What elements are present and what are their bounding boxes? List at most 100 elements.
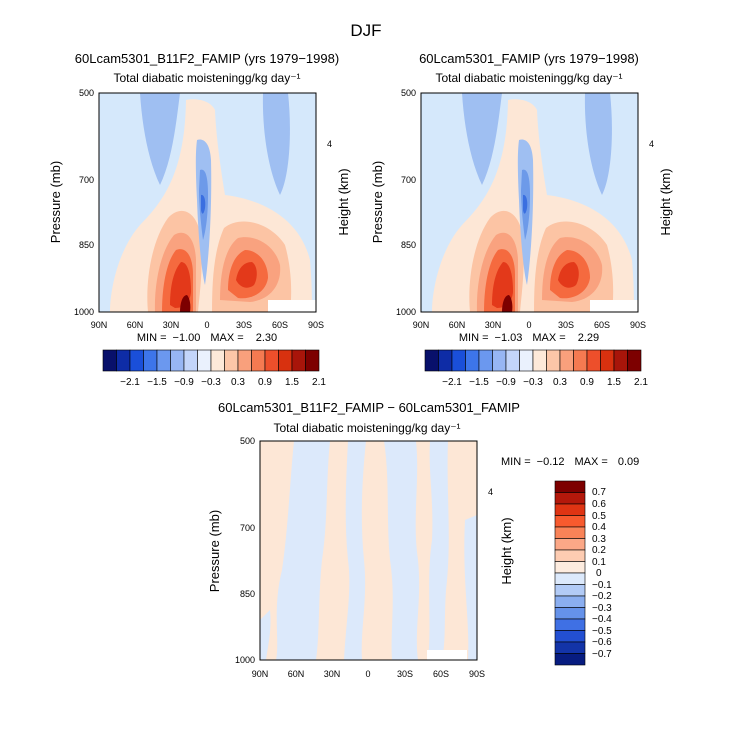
panel-3-subtitle: Total diabatic moisteningg/kg day⁻¹: [273, 421, 460, 435]
panel-3-y-tick: 700: [240, 523, 255, 533]
panel-1-colorbar-swatch: [170, 349, 185, 372]
panel-1-colorbar-swatch: [305, 349, 320, 372]
panel-3-x-tick: 0: [365, 669, 370, 679]
panel-2-colorbar-swatch: [519, 349, 534, 372]
panel-1-subtitle: Total diabatic moisteningg/kg day⁻¹: [113, 71, 300, 85]
panel-1-blue-patch-left: [140, 93, 180, 185]
panel-2-frame: [420, 92, 639, 313]
panel-1: 60Lcam5301_B11F2_FAMIP (yrs 1979−1998) T…: [48, 51, 351, 388]
panel-2-blue-patch-left: [462, 93, 502, 185]
panel-1-subtitle-text: Total diabatic moistening: [113, 71, 244, 85]
panel-3-x-ticks: 90N 60N 30N 0 30S 60S 90S: [252, 669, 485, 679]
panel-2-colorbar-label: −2.1: [442, 377, 462, 388]
panel-3-blue-band: [428, 441, 449, 660]
panel-1-colorbar: [102, 349, 320, 372]
panel-1-x-tick: 0: [204, 320, 209, 330]
panel-3-max-label: MAX =: [575, 456, 608, 468]
panel-2-x-tick: 60N: [449, 320, 466, 330]
panel-1-colorbar-labels: −2.1 −1.5 −0.9 −0.3 0.3 0.9 1.5 2.1: [120, 377, 326, 388]
panel-1-missing-data: [268, 300, 316, 312]
panel-3-colorbar-swatch: [554, 607, 586, 620]
panel-2-y-tick: 850: [401, 240, 416, 250]
panel-2-colorbar-labels: −2.1 −1.5 −0.9 −0.3 0.3 0.9 1.5 2.1: [442, 377, 648, 388]
panel-3-x-tick: 60N: [288, 669, 305, 679]
panel-3-colorbar-label: −0.5: [592, 626, 612, 637]
panel-3-missing-data: [427, 650, 467, 660]
panel-3-colorbar-label: 0.2: [592, 545, 606, 556]
panel-2-colorbar-label: −1.5: [469, 377, 489, 388]
panel-1-colorbar-label: 0.3: [231, 377, 245, 388]
panel-1-colorbar-swatch: [278, 349, 293, 372]
panel-3-field: [260, 441, 477, 660]
panel-2-x-tick: 90N: [413, 320, 430, 330]
panel-2-colorbar-swatch: [627, 349, 642, 372]
panel-3-blue-band: [276, 441, 330, 660]
panel-2-colorbar-swatch: [465, 349, 480, 372]
panel-2-subtitle: Total diabatic moisteningg/kg day⁻¹: [435, 71, 622, 85]
panel-3-colorbar-label: 0.7: [592, 487, 606, 498]
panel-2-colorbar-label: 1.5: [607, 377, 621, 388]
panel-3-colorbar-label: 0.5: [592, 511, 606, 522]
panel-3-colorbar-swatch: [554, 538, 586, 551]
panel-2-maroon-core: [502, 295, 513, 312]
panel-3-colorbar-label: 0.3: [592, 534, 606, 545]
panel-1-x-tick: 60S: [272, 320, 288, 330]
panel-1-colorbar-swatch: [116, 349, 131, 372]
panel-2-x-ticks: 90N 60N 30N 0 30S 60S 90S: [413, 320, 646, 330]
panel-1-x-tick: 30S: [236, 320, 252, 330]
panel-2-colorbar-label: 2.1: [634, 377, 648, 388]
panel-1-y-ticks: 500 700 850 1000: [74, 88, 94, 317]
panel-1-colorbar-swatch: [237, 349, 252, 372]
panel-3-units: g/kg day⁻¹: [405, 421, 461, 435]
panel-2-max-value: 2.29: [578, 332, 599, 344]
panel-3-colorbar-swatch: [554, 595, 586, 608]
panel-1-y-tick-right: 4: [327, 139, 332, 149]
panel-3-y-ticks: 500 700 850 1000: [235, 436, 255, 665]
panel-3-colorbar-label: 0.1: [592, 557, 606, 568]
panel-1-frame: [98, 92, 317, 313]
panel-2-colorbar-swatch: [492, 349, 507, 372]
panel-3-colorbar-label: 0.6: [592, 499, 606, 510]
panel-3-minmax: MIN = −0.12 MAX = 0.09: [501, 456, 639, 468]
panel-2-blue-tongue-deep: [523, 194, 528, 214]
panel-3-x-tick: 90N: [252, 669, 269, 679]
panel-2-subtitle-text: Total diabatic moistening: [435, 71, 566, 85]
panel-1-field: [99, 93, 316, 312]
panel-2-y-tick: 700: [401, 175, 416, 185]
panel-2-x-tick: 90S: [630, 320, 646, 330]
panel-3-ylabel-right: Height (km): [499, 517, 514, 584]
panel-3-colorbar-label: 0: [596, 568, 602, 579]
panel-3-blue-band: [384, 441, 420, 660]
panel-2-colorbar-label: 0.3: [553, 377, 567, 388]
panel-2-title: 60Lcam5301_FAMIP (yrs 1979−1998): [419, 51, 639, 66]
panel-3-colorbar-swatch: [554, 630, 586, 643]
panel-3-colorbar-swatch: [554, 526, 586, 539]
panel-3-colorbar-swatch: [554, 561, 586, 574]
panel-1-blue-tongue-deep: [201, 194, 206, 214]
panel-2-min-value: −1.03: [495, 332, 523, 344]
panel-3-blue-band: [464, 515, 477, 660]
panel-1-colorbar-label: −2.1: [120, 377, 140, 388]
panel-3-colorbar-swatch: [554, 503, 586, 516]
panel-1-colorbar-label: 1.5: [285, 377, 299, 388]
panel-1-colorbar-label: 2.1: [312, 377, 326, 388]
panel-1-colorbar-swatch: [143, 349, 158, 372]
panel-2-y-tick-right: 4: [649, 139, 654, 149]
panel-2: 60Lcam5301_FAMIP (yrs 1979−1998) Total d…: [370, 51, 673, 388]
panel-2-ylabel-right: Height (km): [658, 168, 673, 235]
panel-2-max-label: MAX =: [532, 332, 565, 344]
panel-1-y-tick: 700: [79, 175, 94, 185]
panel-2-x-tick: 0: [526, 320, 531, 330]
panel-1-colorbar-swatch: [251, 349, 266, 372]
panel-1-x-tick: 30N: [163, 320, 180, 330]
panel-1-min-value: −1.00: [173, 332, 201, 344]
panel-1-colorbar-swatch: [183, 349, 198, 372]
panel-3-colorbar-swatch: [554, 492, 586, 505]
panel-3-ylabel: Pressure (mb): [207, 510, 222, 592]
panel-2-x-tick: 30N: [485, 320, 502, 330]
panel-2-colorbar-swatch: [438, 349, 453, 372]
panel-3-colorbar-swatch: [554, 549, 586, 562]
panel-3-colorbar-swatch: [554, 515, 586, 528]
panel-2-colorbar-swatch: [600, 349, 615, 372]
